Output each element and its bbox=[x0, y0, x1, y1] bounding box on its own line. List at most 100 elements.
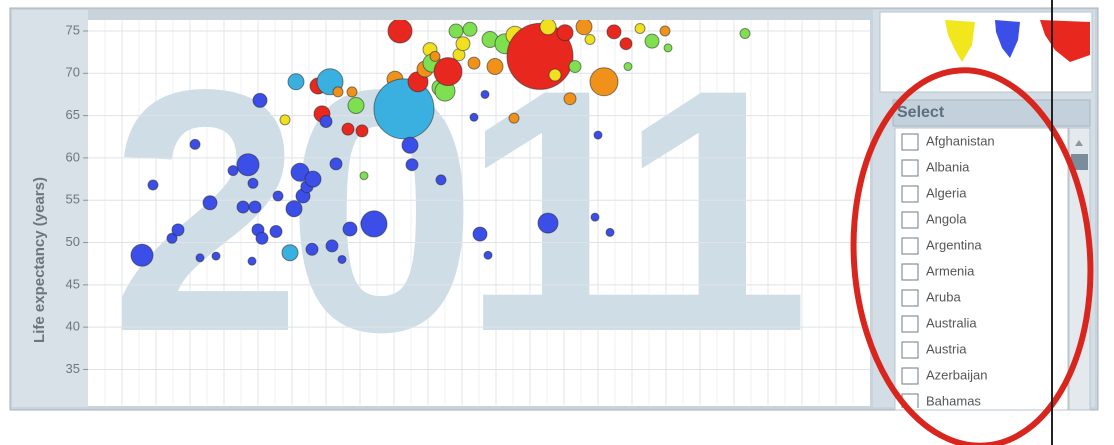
country-name[interactable]: Bahamas bbox=[926, 393, 981, 408]
country-name[interactable]: Albania bbox=[926, 159, 970, 174]
bubble bbox=[387, 20, 413, 44]
bubble bbox=[360, 210, 388, 238]
bubble bbox=[247, 177, 259, 189]
checkbox[interactable] bbox=[901, 315, 919, 333]
bubble bbox=[480, 89, 490, 99]
bubble bbox=[166, 232, 178, 244]
bubble bbox=[455, 36, 471, 52]
y-tick-label: 70 bbox=[66, 65, 80, 80]
bubble bbox=[319, 115, 333, 129]
bubble bbox=[359, 171, 369, 181]
bubble bbox=[401, 136, 419, 154]
bubble bbox=[644, 33, 660, 49]
bubble bbox=[537, 212, 559, 234]
bubble bbox=[195, 253, 205, 263]
bubble bbox=[605, 227, 615, 237]
checkbox[interactable] bbox=[901, 341, 919, 359]
map-africa bbox=[995, 20, 1020, 58]
bubble bbox=[252, 92, 268, 108]
bubble bbox=[435, 174, 447, 186]
bubble bbox=[556, 24, 574, 42]
country-name[interactable]: Austria bbox=[926, 341, 967, 356]
bubble bbox=[342, 221, 358, 237]
bubble bbox=[202, 195, 218, 211]
red-circle-annotation bbox=[850, 67, 1094, 445]
bubble bbox=[189, 138, 201, 150]
y-tick-label: 35 bbox=[66, 361, 80, 376]
y-axis: 35 40 45 50 55 60 65 70 75 bbox=[66, 22, 88, 376]
country-name[interactable]: Armenia bbox=[926, 263, 975, 278]
bubble bbox=[337, 254, 347, 264]
country-name[interactable]: Afghanistan bbox=[926, 133, 995, 148]
bubble bbox=[247, 256, 257, 266]
bubble bbox=[171, 223, 185, 237]
bubble bbox=[619, 37, 633, 51]
checkbox[interactable] bbox=[901, 367, 919, 385]
bubble bbox=[304, 170, 322, 188]
y-tick-label: 40 bbox=[66, 319, 80, 334]
checkbox[interactable] bbox=[901, 211, 919, 229]
bubble bbox=[606, 24, 622, 40]
bubble bbox=[634, 22, 646, 34]
scroll-up[interactable] bbox=[1075, 140, 1083, 146]
checkbox[interactable] bbox=[901, 237, 919, 255]
bubble bbox=[355, 124, 369, 138]
checkbox[interactable] bbox=[901, 159, 919, 177]
bubble bbox=[269, 225, 283, 239]
select-header bbox=[892, 99, 1091, 127]
y-tick-label: 50 bbox=[66, 234, 80, 249]
checkbox[interactable] bbox=[901, 133, 919, 151]
scroll-thumb[interactable] bbox=[1071, 154, 1088, 170]
bubble bbox=[469, 112, 479, 122]
bubble bbox=[325, 239, 339, 253]
bubble bbox=[659, 25, 671, 37]
checkbox[interactable] bbox=[901, 289, 919, 307]
bubble bbox=[448, 23, 464, 39]
bubble bbox=[255, 231, 269, 245]
bubble bbox=[467, 56, 481, 70]
y-tick-label: 45 bbox=[66, 276, 80, 291]
bubble bbox=[405, 158, 419, 172]
bubble bbox=[347, 96, 365, 114]
country-name[interactable]: Argentina bbox=[926, 237, 982, 252]
bubble bbox=[346, 86, 358, 98]
bubble bbox=[236, 153, 260, 177]
country-items: Afghanistan Albania Algeria Angola Argentina… bbox=[901, 133, 995, 408]
checkbox[interactable] bbox=[901, 263, 919, 281]
bubble bbox=[575, 20, 593, 36]
bubble bbox=[281, 244, 299, 262]
axis-area bbox=[12, 10, 88, 407]
select-title: Select bbox=[897, 104, 945, 121]
bubble bbox=[593, 130, 603, 140]
bubble bbox=[211, 251, 221, 261]
country-name[interactable]: Australia bbox=[926, 315, 977, 330]
bubble bbox=[462, 21, 478, 37]
country-list bbox=[894, 127, 1069, 411]
bubble bbox=[272, 190, 284, 202]
y-tick-label: 55 bbox=[66, 192, 80, 207]
bubble bbox=[548, 68, 562, 82]
bubble bbox=[663, 43, 673, 53]
bubble bbox=[305, 242, 319, 256]
bubble bbox=[147, 179, 159, 191]
bubble bbox=[341, 122, 355, 136]
checkbox[interactable] bbox=[901, 185, 919, 203]
bubble bbox=[279, 114, 291, 126]
bubble bbox=[429, 50, 441, 62]
bubble bbox=[568, 60, 582, 74]
map-americas bbox=[945, 20, 975, 62]
y-tick-label: 75 bbox=[66, 22, 80, 37]
bubble bbox=[590, 212, 600, 222]
bubble bbox=[285, 200, 303, 218]
bubble bbox=[332, 86, 344, 98]
bubble bbox=[623, 62, 633, 72]
bubble bbox=[236, 200, 250, 214]
country-name[interactable]: Aruba bbox=[926, 289, 961, 304]
country-name[interactable]: Algeria bbox=[926, 185, 967, 200]
country-name[interactable]: Angola bbox=[926, 211, 967, 226]
country-name[interactable]: Azerbaijan bbox=[926, 367, 987, 382]
bubble bbox=[739, 28, 751, 40]
bubble bbox=[248, 200, 262, 214]
bubble bbox=[589, 67, 619, 97]
y-tick-label: 65 bbox=[66, 107, 80, 122]
